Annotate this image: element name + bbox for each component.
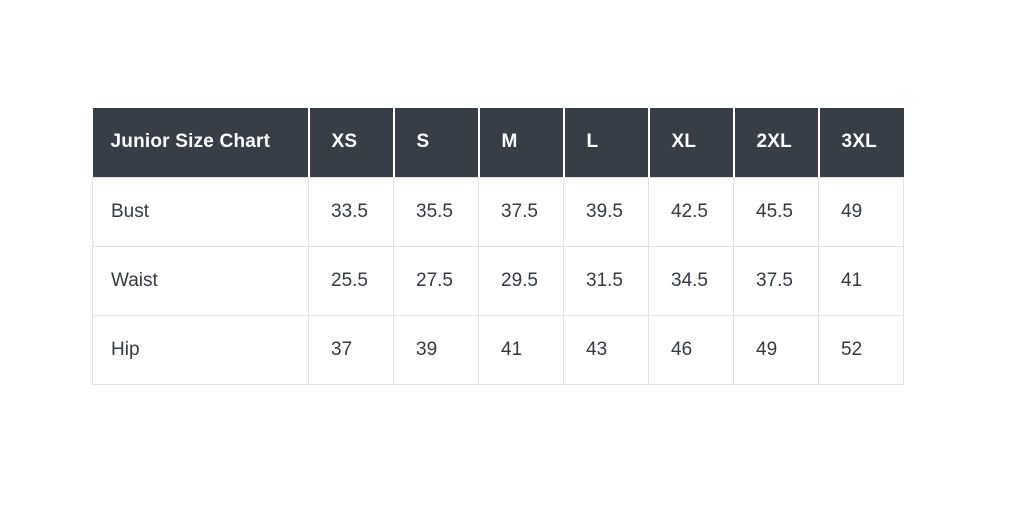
table-row-waist: Waist 25.5 27.5 29.5 31.5 34.5 37.5 41 (92, 245, 904, 316)
table-cell: 52 (818, 314, 904, 385)
row-label-hip: Hip (92, 314, 309, 385)
column-header-3xl: 3XL (817, 108, 904, 177)
column-header-2xl: 2XL (732, 108, 819, 177)
table-cell: 37.5 (478, 176, 564, 247)
table-cell: 37.5 (733, 245, 819, 316)
table-cell: 41 (818, 245, 904, 316)
header-row: Junior Size Chart XS S M L XL 2XL 3XL (92, 108, 904, 177)
table-cell: 42.5 (648, 176, 734, 247)
table-row-hip: Hip 37 39 41 43 46 49 52 (92, 314, 904, 385)
table-cell: 35.5 (393, 176, 479, 247)
table-cell: 39.5 (563, 176, 649, 247)
column-header-xs: XS (307, 108, 394, 177)
table-title-cell: Junior Size Chart (92, 108, 309, 177)
table-cell: 46 (648, 314, 734, 385)
table-cell: 43 (563, 314, 649, 385)
column-header-m: M (477, 108, 564, 177)
table-cell: 37 (308, 314, 394, 385)
table-cell: 49 (818, 176, 904, 247)
table-cell: 25.5 (308, 245, 394, 316)
table-row-bust: Bust 33.5 35.5 37.5 39.5 42.5 45.5 49 (92, 176, 904, 247)
table-cell: 29.5 (478, 245, 564, 316)
table-cell: 45.5 (733, 176, 819, 247)
column-header-l: L (562, 108, 649, 177)
table-cell: 33.5 (308, 176, 394, 247)
table-cell: 41 (478, 314, 564, 385)
column-header-xl: XL (647, 108, 734, 177)
junior-size-chart-table: Junior Size Chart XS S M L XL 2XL 3XL Bu… (92, 108, 904, 385)
table-cell: 34.5 (648, 245, 734, 316)
table-cell: 27.5 (393, 245, 479, 316)
table-cell: 49 (733, 314, 819, 385)
column-header-s: S (392, 108, 479, 177)
table-cell: 31.5 (563, 245, 649, 316)
row-label-bust: Bust (92, 176, 309, 247)
row-label-waist: Waist (92, 245, 309, 316)
table-cell: 39 (393, 314, 479, 385)
